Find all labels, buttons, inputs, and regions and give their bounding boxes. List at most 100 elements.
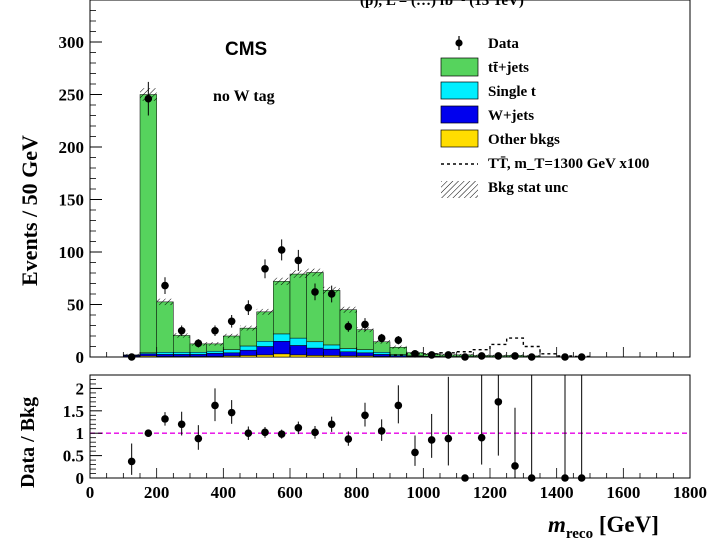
bar-single-t-4 [189, 352, 207, 355]
ratio-point-5 [211, 401, 219, 410]
top-y-tick-label-200: 200 [59, 138, 85, 157]
bar-w-jets-3 [173, 354, 191, 357]
top-panel: 0 50 100 150 200 250 300 [59, 0, 691, 367]
legend-ttbar-label: tt̄+jets [488, 60, 529, 76]
ratio-point-3 [177, 420, 186, 429]
legend-item-ttbar: tt̄+jets [440, 57, 529, 77]
ratio-y-tick-label-0: 0 [76, 469, 85, 488]
data-point-24 [527, 353, 536, 361]
top-y-tick-label-300: 300 [59, 33, 85, 52]
legend-signal-label: TT̄, m_T=1300 GeV x100 [488, 156, 649, 172]
ratio-point-18 [427, 436, 436, 444]
top-y-tick-label-150: 150 [59, 191, 85, 210]
data-point-14 [361, 320, 369, 329]
ratio-point-12 [327, 420, 336, 429]
ratio-panel: 00.511.52 0 200 400 600 800 1000 1200 1400 1600 1… [63, 374, 707, 502]
data-point-9 [277, 246, 286, 254]
bar-w-jets-14 [356, 352, 374, 357]
bar-tt-jets-2 [156, 301, 174, 353]
x-tick-label-0: 0 [86, 483, 95, 502]
x-axis: 0 200 400 600 800 1000 1200 1400 1600 1800 [86, 468, 707, 502]
ratio-point-19 [444, 434, 453, 443]
bar-tt-jets-7 [239, 327, 257, 347]
ratio-points [127, 375, 586, 482]
x-axis-title: mreco [GeV] [548, 512, 659, 542]
ratio-point-9 [277, 430, 286, 438]
bar-w-jets-4 [189, 354, 207, 357]
data-point-10 [294, 256, 303, 265]
bar-single-t-6 [223, 349, 241, 354]
x-tick-label-600: 600 [277, 483, 303, 502]
ratio-point-0 [127, 457, 136, 466]
stat-unc-9 [273, 277, 290, 286]
x-tick-label-1200: 1200 [473, 483, 507, 502]
ratio-point-13 [344, 435, 353, 443]
bar-single-t-2 [156, 352, 174, 355]
top-y-axis-title: Events / 50 GeV [17, 135, 42, 286]
ratio-y-tick-label-2: 2 [76, 379, 85, 398]
legend-item-data: Data [455, 36, 519, 52]
data-point-19 [444, 351, 453, 359]
x-tick-label-400: 400 [211, 483, 237, 502]
top-y-tick-label-50: 50 [67, 296, 84, 315]
data-point-26 [577, 353, 586, 361]
legend-wjets-label: W+jets [488, 108, 534, 124]
bar-tt-jets-1 [139, 94, 157, 354]
data-point-1 [144, 94, 153, 103]
data-point-13 [344, 322, 353, 331]
data-point-20 [461, 353, 469, 361]
legend-item-other: Other bkgs [440, 129, 560, 148]
bar-single-t-10 [289, 337, 307, 346]
ratio-point-26 [577, 474, 586, 482]
ratio-point-4 [194, 434, 203, 443]
stat-unc-10 [290, 270, 307, 278]
bar-tt-jets-11 [306, 272, 324, 343]
data-point-21 [477, 352, 486, 360]
x-tick-label-200: 200 [144, 483, 170, 502]
experiment-label: CMS [225, 39, 267, 60]
ratio-point-8 [261, 428, 269, 437]
legend-item-single-t: Single t [440, 81, 536, 100]
bar-other-bkgs-8 [256, 354, 274, 358]
ratio-point-23 [511, 462, 519, 470]
bar-single-t-15 [373, 352, 391, 355]
bar-tt-jets-3 [173, 335, 191, 353]
bar-other-bkgs-10 [289, 354, 307, 358]
ratio-point-24 [527, 474, 536, 482]
data-point-7 [244, 303, 253, 312]
ratio-point-15 [377, 427, 386, 435]
ratio-point-16 [394, 401, 403, 410]
stat-unc-5 [206, 342, 224, 346]
data-point-22 [494, 352, 503, 360]
bar-single-t-13 [339, 348, 357, 353]
legend-stat-unc-label: Bkg stat unc [488, 180, 568, 196]
legend-item-signal: TT̄, m_T=1300 GeV x100 [441, 156, 649, 172]
stat-unc-13 [340, 306, 357, 313]
x-tick-label-1400: 1400 [540, 483, 574, 502]
bar-single-t-12 [323, 344, 341, 350]
ratio-point-2 [161, 415, 169, 423]
data-point-6 [227, 317, 236, 326]
bar-other-bkgs-9 [273, 353, 291, 358]
bar-w-jets-13 [339, 351, 357, 357]
bar-w-jets-1 [139, 353, 157, 357]
bar-tt-jets-10 [289, 273, 307, 339]
data-point-16 [394, 336, 403, 345]
ratio-point-11 [311, 428, 319, 437]
bar-single-t-14 [356, 349, 374, 354]
ratio-point-25 [561, 474, 569, 482]
ratio-y-tick-label-0.5: 0.5 [63, 447, 84, 466]
data-point-2 [161, 281, 169, 290]
data-point-25 [561, 353, 569, 361]
data-point-3 [177, 326, 186, 335]
legend-data-label: Data [488, 36, 519, 52]
data-point-4 [194, 339, 203, 348]
bar-single-t-7 [239, 345, 257, 351]
top-panel-frame [89, 0, 691, 358]
ratio-point-22 [494, 398, 503, 406]
data-point-15 [377, 334, 386, 342]
bar-w-jets-6 [223, 352, 241, 357]
top-y-tick-label-100: 100 [59, 243, 85, 262]
ratio-y-tick-label-1: 1 [76, 424, 85, 443]
top-y-axis: 0 50 100 150 200 250 300 [59, 10, 102, 367]
